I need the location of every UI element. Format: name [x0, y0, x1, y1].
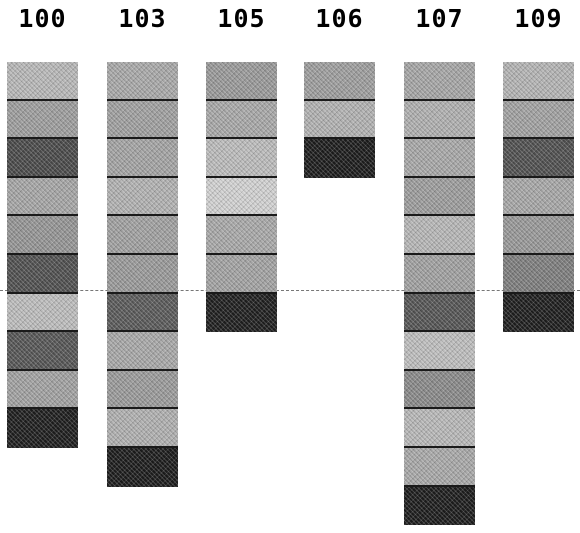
- band: [404, 370, 475, 410]
- band: [206, 177, 277, 217]
- lane-5: [503, 62, 574, 333]
- band: [404, 100, 475, 140]
- band: [404, 293, 475, 333]
- band: [404, 448, 475, 487]
- band: [503, 139, 574, 178]
- band: [107, 100, 178, 140]
- band: [7, 370, 78, 410]
- band: [7, 177, 78, 217]
- lane-label-5: 109: [514, 4, 563, 33]
- band: [107, 177, 178, 217]
- band: [7, 409, 78, 448]
- band: [107, 255, 178, 294]
- lane-label-2: 105: [217, 4, 266, 33]
- band: [206, 216, 277, 255]
- lane-2: [206, 62, 277, 333]
- band: [503, 177, 574, 217]
- band: [404, 139, 475, 178]
- band: [107, 448, 178, 487]
- band: [206, 293, 277, 333]
- band: [304, 62, 375, 101]
- band: [7, 139, 78, 178]
- band: [404, 332, 475, 371]
- band: [404, 177, 475, 217]
- band: [404, 216, 475, 255]
- band: [503, 255, 574, 294]
- band: [107, 332, 178, 371]
- band: [7, 332, 78, 371]
- lane-label-0: 100: [18, 4, 67, 33]
- band: [107, 293, 178, 333]
- lane-1: [107, 62, 178, 487]
- band: [107, 139, 178, 178]
- band: [503, 293, 574, 333]
- band: [404, 409, 475, 448]
- band: [206, 139, 277, 178]
- band: [503, 100, 574, 140]
- band: [107, 216, 178, 255]
- band: [107, 370, 178, 410]
- band: [7, 216, 78, 255]
- lane-label-1: 103: [118, 4, 167, 33]
- lane-label-3: 106: [315, 4, 364, 33]
- band: [206, 255, 277, 294]
- band: [404, 486, 475, 526]
- band: [404, 255, 475, 294]
- band: [107, 409, 178, 448]
- band: [7, 293, 78, 333]
- band: [107, 62, 178, 101]
- lane-4: [404, 62, 475, 526]
- lane-3: [304, 62, 375, 178]
- band: [503, 216, 574, 255]
- band: [7, 62, 78, 101]
- reference-dashed-line: [0, 290, 580, 292]
- band: [503, 62, 574, 101]
- band: [7, 255, 78, 294]
- band: [404, 62, 475, 101]
- band: [206, 100, 277, 140]
- lane-label-4: 107: [415, 4, 464, 33]
- band: [304, 139, 375, 178]
- lane-0: [7, 62, 78, 448]
- band: [7, 100, 78, 140]
- band: [206, 62, 277, 101]
- band: [304, 100, 375, 140]
